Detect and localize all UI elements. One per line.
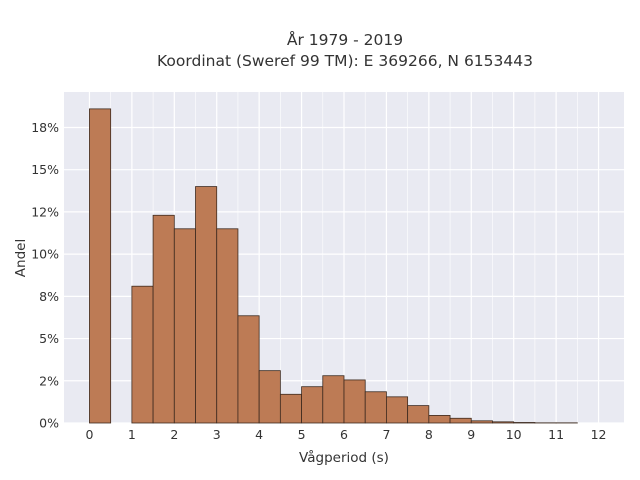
y-tick-labels: 0% 2% 5% 8% 10% 12% 15% 18% (31, 120, 59, 431)
y-tick-label: 15% (31, 162, 59, 177)
histogram-bar (492, 421, 515, 424)
y-tick-label: 12% (31, 204, 59, 219)
histogram-bar (513, 422, 536, 424)
histogram-bar (152, 214, 175, 424)
histogram-bar (407, 405, 430, 424)
x-tick-label: 2 (170, 427, 178, 442)
y-tick-label: 18% (31, 120, 59, 135)
x-tick-label: 5 (298, 427, 306, 442)
x-tick-label: 3 (213, 427, 221, 442)
x-tick-label: 9 (467, 427, 475, 442)
x-axis-title: Vågperiod (s) (299, 449, 389, 466)
histogram-bar (364, 391, 387, 424)
histogram-bar (470, 420, 493, 424)
histogram-bar (322, 375, 345, 424)
x-tick-label: 1 (128, 427, 136, 442)
histogram-bar (449, 417, 472, 424)
histogram-bar (279, 393, 302, 424)
y-tick-label: 2% (39, 373, 59, 388)
x-tick-label: 11 (548, 427, 564, 442)
y-tick-label: 8% (39, 289, 59, 304)
histogram-bar (258, 370, 281, 424)
histogram-bar (343, 379, 366, 424)
x-tick-labels: 0 1 2 3 4 5 6 7 8 9 10 11 12 (85, 427, 606, 442)
bars (89, 108, 578, 424)
histogram-bar (237, 315, 260, 424)
histogram-bar (301, 386, 324, 424)
y-tick-label: 0% (39, 416, 59, 431)
histogram-bar (131, 285, 154, 424)
x-tick-label: 8 (425, 427, 433, 442)
x-tick-label: 7 (382, 427, 390, 442)
chart-title-line-2: Koordinat (Sweref 99 TM): E 369266, N 61… (157, 52, 533, 70)
histogram-bar (89, 108, 112, 424)
chart-title-line-1: År 1979 - 2019 (287, 30, 403, 49)
x-tick-label: 4 (255, 427, 263, 442)
x-tick-label: 6 (340, 427, 348, 442)
histogram-bar (216, 228, 239, 424)
histogram-bar (173, 228, 196, 424)
x-tick-label: 0 (85, 427, 93, 442)
y-tick-label: 5% (39, 331, 59, 346)
histogram-bar (195, 186, 218, 424)
histogram-bar (386, 396, 409, 424)
histogram-bar (428, 415, 451, 424)
x-tick-label: 10 (506, 427, 522, 442)
y-axis-title: Andel (13, 239, 29, 277)
x-tick-label: 12 (591, 427, 607, 442)
y-tick-label: 10% (31, 247, 59, 262)
